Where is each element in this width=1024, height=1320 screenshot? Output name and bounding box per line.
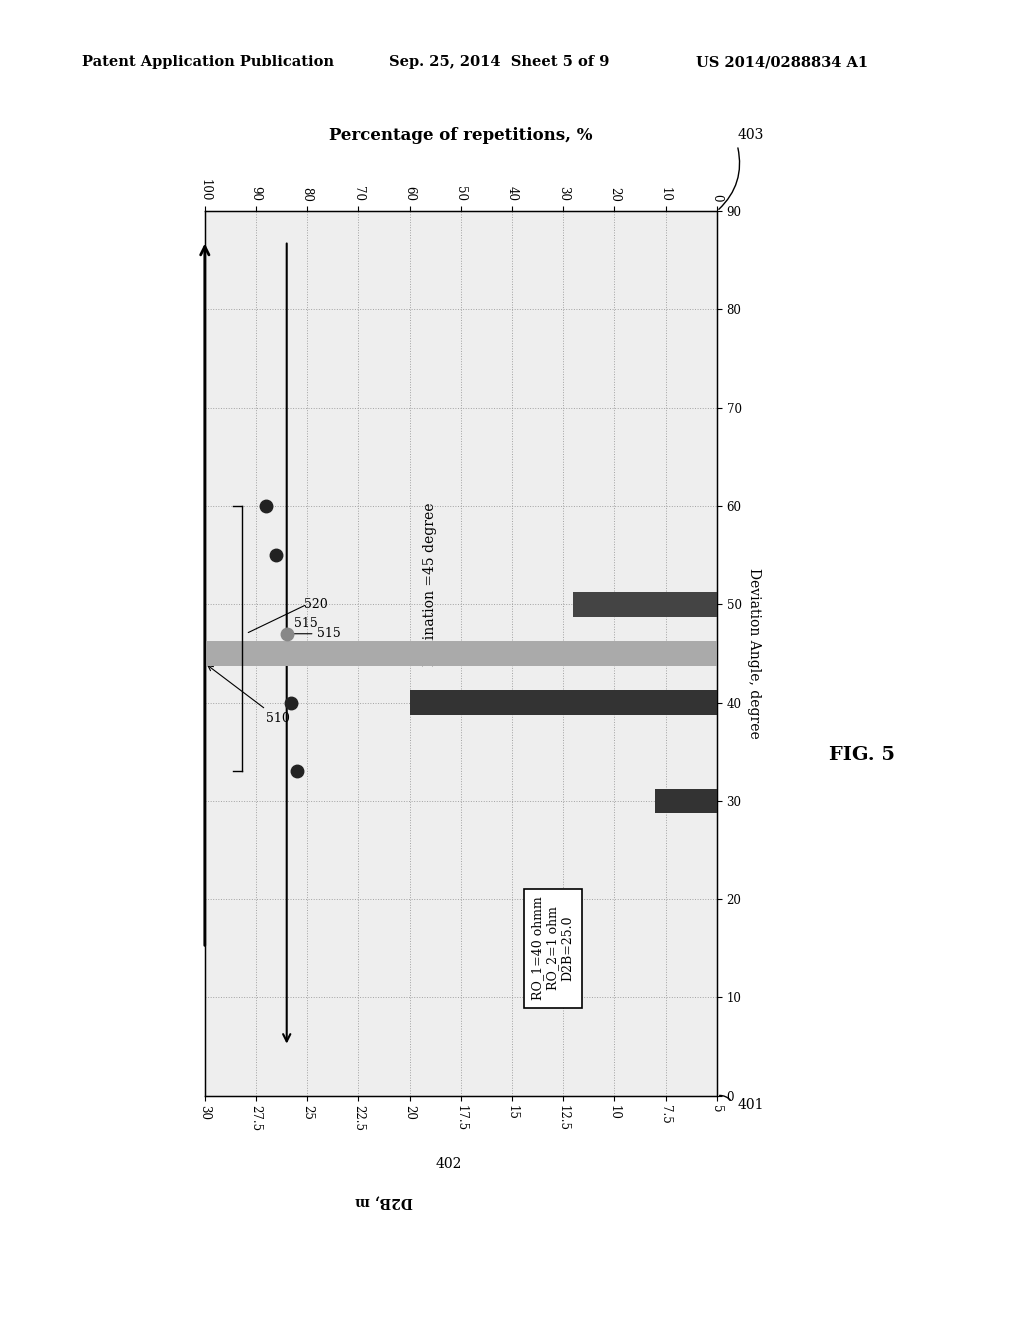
Bar — [410, 690, 717, 715]
Text: FIG. 5: FIG. 5 — [829, 746, 895, 763]
X-axis label: Percentage of repetitions, %: Percentage of repetitions, % — [329, 127, 593, 144]
Text: 515: 515 — [285, 627, 341, 640]
Y-axis label: Deviation Angle, degree: Deviation Angle, degree — [746, 568, 761, 739]
Text: RO_1=40 ohmm
RO_2=1 ohm
D2B=25.0: RO_1=40 ohmm RO_2=1 ohm D2B=25.0 — [531, 896, 574, 1001]
Text: US 2014/0288834 A1: US 2014/0288834 A1 — [696, 55, 868, 70]
Bar — [573, 591, 717, 616]
Text: 515: 515 — [294, 618, 317, 631]
Bar — [41, 642, 717, 665]
Text: 402: 402 — [435, 1158, 462, 1171]
Text: D2B, m: D2B, m — [355, 1195, 413, 1209]
Text: 401: 401 — [737, 1098, 764, 1111]
Text: 403: 403 — [737, 128, 764, 141]
Text: 510: 510 — [208, 665, 290, 725]
Text: Patent Application Publication: Patent Application Publication — [82, 55, 334, 70]
Text: Inclination =45 degree: Inclination =45 degree — [423, 503, 437, 667]
Text: 520: 520 — [304, 598, 328, 611]
Bar — [655, 788, 717, 813]
Text: Sep. 25, 2014  Sheet 5 of 9: Sep. 25, 2014 Sheet 5 of 9 — [389, 55, 609, 70]
